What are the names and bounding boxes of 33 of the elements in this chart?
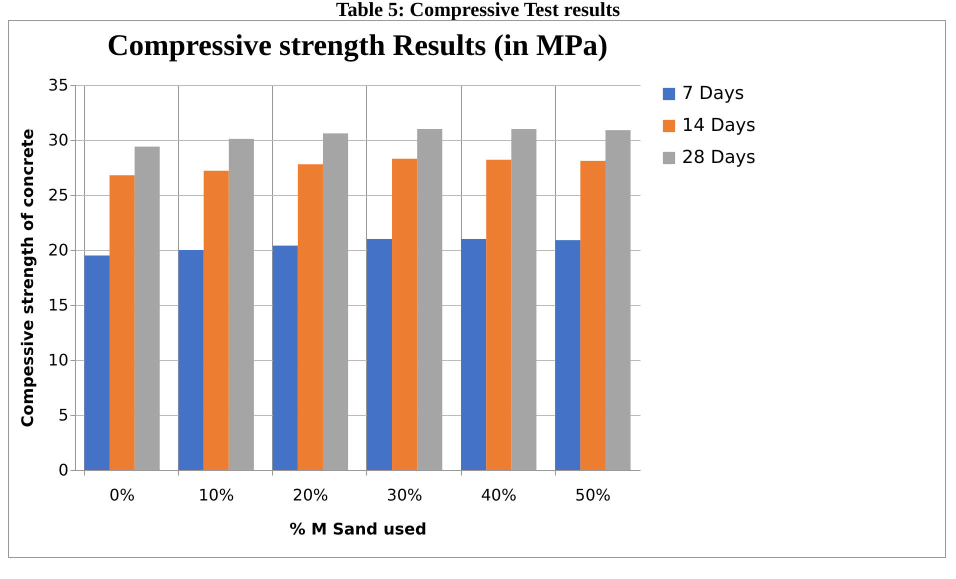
y-tick-label: 10 xyxy=(48,350,68,370)
bar xyxy=(555,240,580,470)
legend-label: 7 Days xyxy=(682,83,744,104)
bar xyxy=(580,160,606,470)
legend-label: 28 Days xyxy=(682,147,756,168)
bar xyxy=(298,164,323,470)
y-tick-label: 0 xyxy=(58,460,68,480)
bar xyxy=(486,160,512,470)
y-tick-label: 25 xyxy=(48,186,68,204)
x-tick-label: 30% xyxy=(386,486,422,504)
x-tick-label: 0% xyxy=(109,486,135,504)
x-tick-label: 40% xyxy=(480,486,517,504)
y-tick-label: 5 xyxy=(58,406,68,424)
x-tick-label: 20% xyxy=(292,486,328,504)
bar xyxy=(110,175,135,470)
bar xyxy=(461,239,486,470)
chart-title: Compressive strength Results (in MPa) xyxy=(107,29,608,62)
x-tick-label: 10% xyxy=(198,486,234,504)
bar xyxy=(366,239,392,470)
y-tick-label: 30 xyxy=(48,130,68,150)
legend-label: 14 Days xyxy=(682,115,756,136)
y-tick-label: 15 xyxy=(48,296,68,314)
bar xyxy=(178,250,204,470)
bar xyxy=(392,158,418,470)
x-axis-title: % M Sand used xyxy=(289,520,427,538)
bar xyxy=(272,246,298,470)
bar xyxy=(84,256,110,470)
x-tick-label: 50% xyxy=(575,486,611,504)
y-tick-label: 20 xyxy=(48,240,68,260)
y-axis-title: Compessive strength of concrete xyxy=(18,128,38,428)
caption: Table 5: Compressive Test results xyxy=(334,0,622,21)
y-tick-label: 35 xyxy=(48,76,68,94)
bar xyxy=(204,170,229,470)
